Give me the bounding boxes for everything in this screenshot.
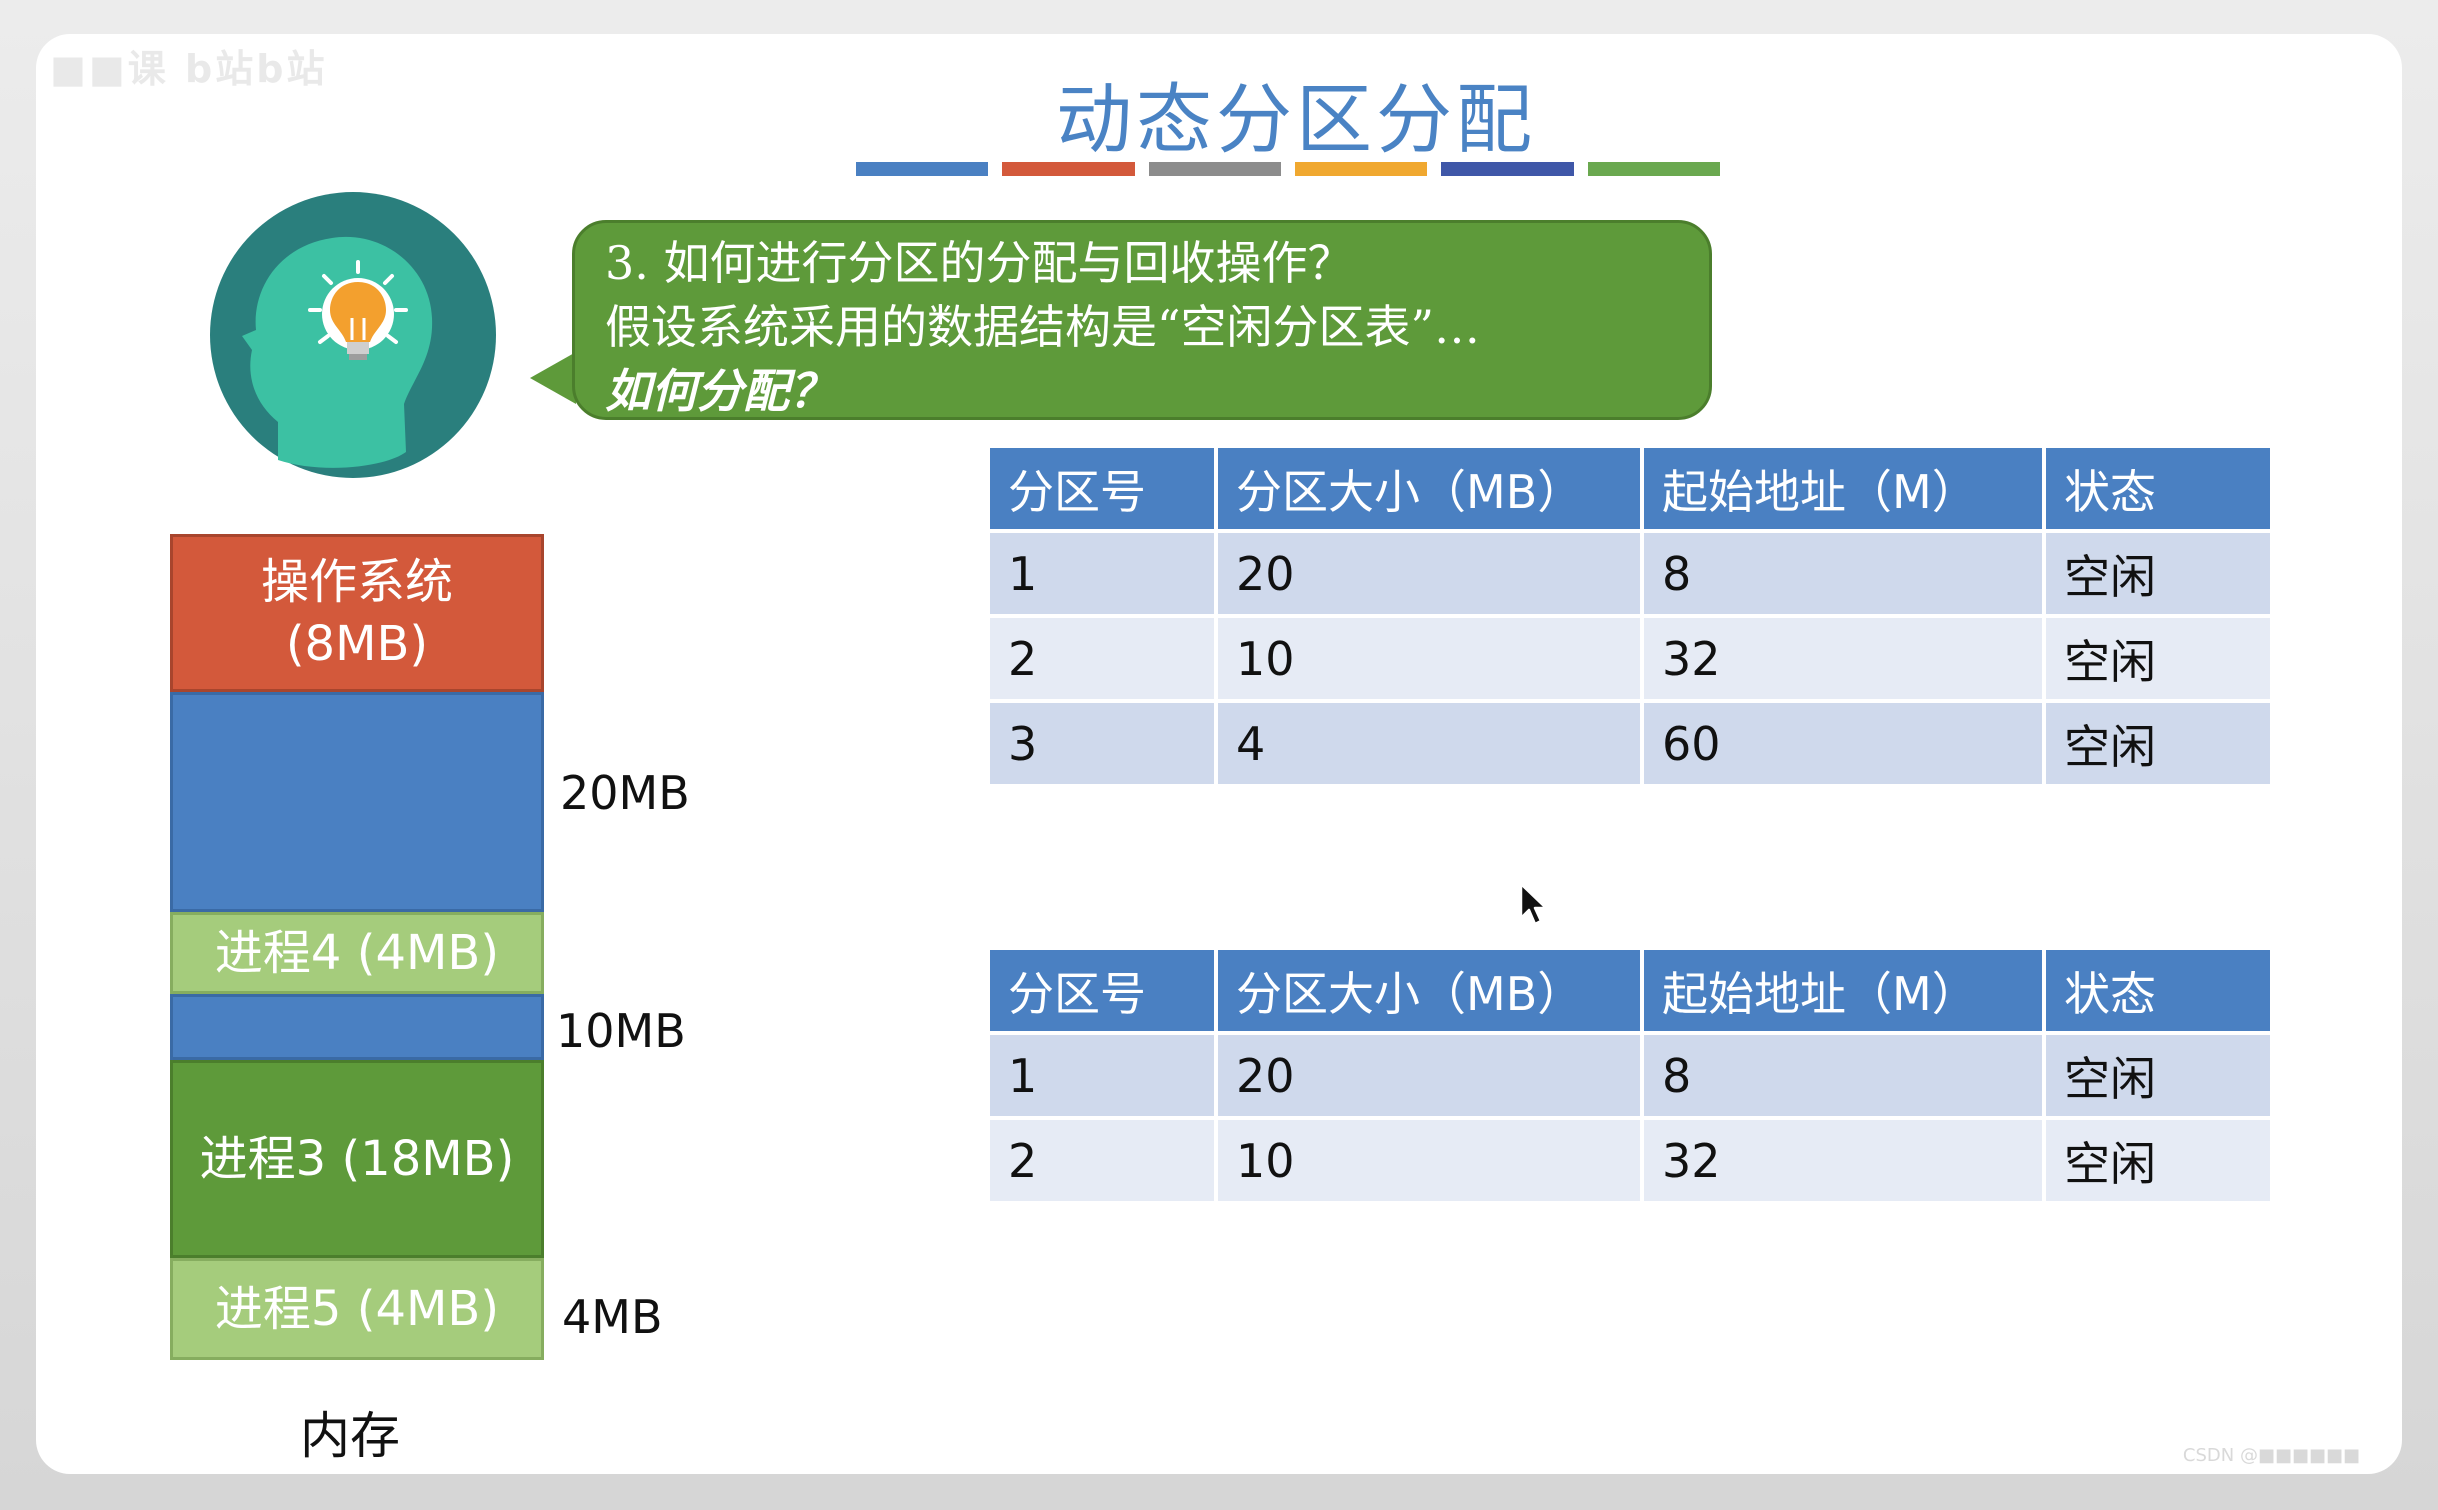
table-header-row: 分区号 分区大小（MB） 起始地址（M） 状态: [990, 448, 2270, 529]
memory-block-process4: 进程4 (4MB): [170, 912, 544, 994]
memory-block-os: 操作系统 (8MB): [170, 534, 544, 692]
cell-partition-size: 20: [1218, 1035, 1640, 1116]
table-row: 1 20 8 空闲: [990, 1035, 2270, 1116]
table-row: 3 4 60 空闲: [990, 703, 2270, 784]
header-start-address: 起始地址（M）: [1644, 950, 2042, 1031]
free-partition-table-before: 分区号 分区大小（MB） 起始地址（M） 状态 1 20 8 空闲 2 10 3…: [986, 444, 2274, 788]
title-bar-6: [1587, 162, 1720, 176]
header-start-address: 起始地址（M）: [1644, 448, 2042, 529]
size-label-20mb: 20MB: [560, 766, 690, 820]
free-partition-table-after: 分区号 分区大小（MB） 起始地址（M） 状态 1 20 8 空闲 2 10 3…: [986, 946, 2274, 1205]
title-underline-bars: [856, 162, 1720, 176]
title-bar-5: [1441, 162, 1574, 176]
cell-status: 空闲: [2046, 703, 2270, 784]
table-header-row: 分区号 分区大小（MB） 起始地址（M） 状态: [990, 950, 2270, 1031]
cell-status: 空闲: [2046, 618, 2270, 699]
bubble-line-3: 如何分配？: [605, 364, 835, 418]
watermark: ■■课 b站b站: [50, 47, 328, 91]
header-partition-size: 分区大小（MB）: [1218, 448, 1640, 529]
cell-status: 空闲: [2046, 1035, 2270, 1116]
header-partition-no: 分区号: [990, 448, 1214, 529]
header-status: 状态: [2046, 950, 2270, 1031]
cell-start-address: 60: [1644, 703, 2042, 784]
cell-status: 空闲: [2046, 1120, 2270, 1201]
cell-partition-size: 4: [1218, 703, 1640, 784]
cell-start-address: 8: [1644, 533, 2042, 614]
speech-bubble-tail: [530, 352, 576, 404]
cell-partition-no: 3: [990, 703, 1214, 784]
cell-start-address: 32: [1644, 1120, 2042, 1201]
slide: ■■课 b站b站 动态分区分配: [36, 34, 2402, 1474]
size-label-10mb: 10MB: [556, 1004, 686, 1058]
header-status: 状态: [2046, 448, 2270, 529]
cell-start-address: 8: [1644, 1035, 2042, 1116]
cell-start-address: 32: [1644, 618, 2042, 699]
cell-partition-no: 2: [990, 618, 1214, 699]
size-label-4mb: 4MB: [562, 1290, 663, 1344]
cell-partition-size: 10: [1218, 618, 1640, 699]
slide-title: 动态分区分配: [1056, 75, 1536, 164]
speech-bubble: 3. 如何进行分区的分配与回收操作？ 假设系统采用的数据结构是“空闲分区表”… …: [572, 220, 1712, 420]
cell-partition-no: 2: [990, 1120, 1214, 1201]
cell-partition-no: 1: [990, 533, 1214, 614]
title-bar-3: [1148, 162, 1281, 176]
cell-partition-size: 20: [1218, 533, 1640, 614]
header-partition-size: 分区大小（MB）: [1218, 950, 1640, 1031]
bubble-line-1: 3. 如何进行分区的分配与回收操作？: [605, 236, 1354, 290]
memory-caption: 内存: [300, 1407, 400, 1465]
cell-partition-size: 10: [1218, 1120, 1640, 1201]
corner-watermark: CSDN @■■■■■■: [2182, 1445, 2360, 1466]
memory-block-free-20mb: [170, 692, 544, 912]
cell-partition-no: 1: [990, 1035, 1214, 1116]
head-lightbulb-icon: [210, 192, 496, 478]
cell-status: 空闲: [2046, 533, 2270, 614]
mouse-pointer-icon: [1519, 882, 1548, 926]
memory-block-process5: 进程5 (4MB): [170, 1258, 544, 1360]
title-bar-1: [856, 162, 989, 176]
title-bar-4: [1294, 162, 1428, 176]
table-row: 1 20 8 空闲: [990, 533, 2270, 614]
table-row: 2 10 32 空闲: [990, 1120, 2270, 1201]
memory-block-free-10mb: [170, 994, 544, 1060]
table-row: 2 10 32 空闲: [990, 618, 2270, 699]
bubble-line-2: 假设系统采用的数据结构是“空闲分区表”…: [605, 300, 1481, 354]
header-partition-no: 分区号: [990, 950, 1214, 1031]
title-bar-2: [1002, 162, 1135, 176]
memory-block-process3: 进程3 (18MB): [170, 1060, 544, 1258]
